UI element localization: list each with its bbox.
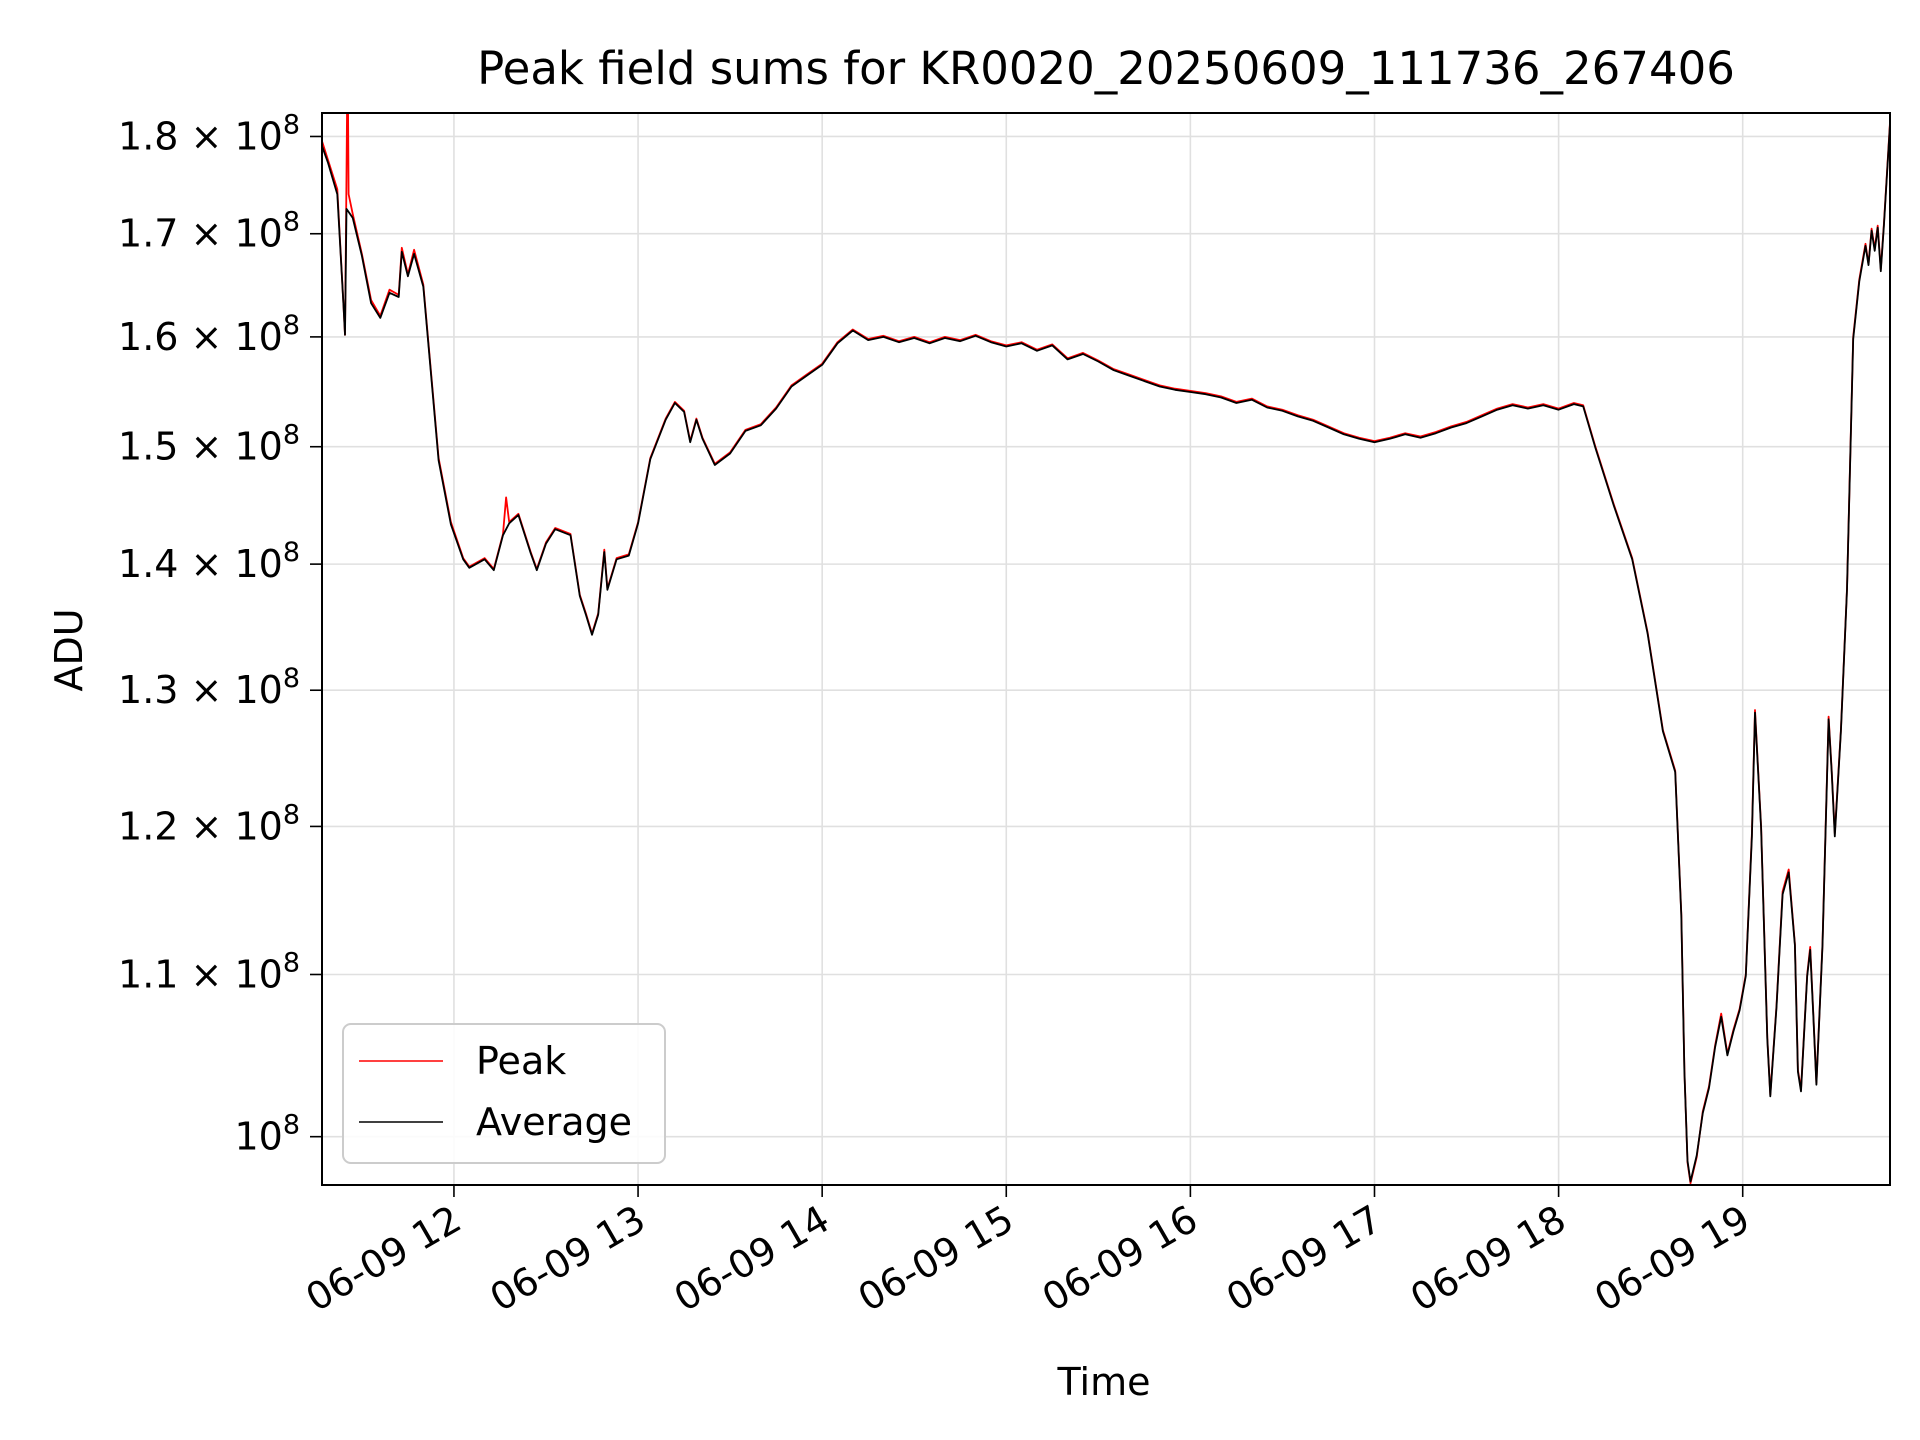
legend-label-peak: Peak xyxy=(476,1039,566,1083)
series-lines xyxy=(322,113,1890,1185)
y-tick-label: 1.2 × 108 xyxy=(118,799,300,848)
legend-label-average: Average xyxy=(476,1100,632,1144)
chart-title: Peak field sums for KR0020_20250609_1117… xyxy=(477,42,1735,95)
y-axis-label: ADU xyxy=(47,608,91,691)
y-tick-label: 1.5 × 108 xyxy=(118,420,300,469)
x-tick-label: 06-09 12 xyxy=(298,1197,468,1321)
x-tick-label: 06-09 17 xyxy=(1219,1197,1389,1321)
x-axis-label: Time xyxy=(1057,1360,1151,1404)
y-tick-label: 1.8 × 108 xyxy=(118,109,300,158)
x-tick-label: 06-09 15 xyxy=(851,1197,1021,1321)
y-tick-label: 1.7 × 108 xyxy=(118,207,300,256)
y-tick-label: 1.6 × 108 xyxy=(118,310,300,359)
plot-frame xyxy=(321,112,1891,1186)
y-tick-label: 1.3 × 108 xyxy=(118,663,300,712)
series-line-average xyxy=(322,124,1890,1183)
y-tick-label: 108 xyxy=(234,1110,300,1159)
x-tick-label: 06-09 14 xyxy=(667,1197,837,1321)
x-tick-label: 06-09 13 xyxy=(483,1197,653,1321)
grid-lines xyxy=(322,113,1890,1185)
x-tick-label: 06-09 19 xyxy=(1587,1197,1757,1321)
y-tick-label: 1.4 × 108 xyxy=(118,537,300,586)
legend-box xyxy=(342,1023,666,1164)
y-tick-label: 1.1 × 108 xyxy=(118,947,300,996)
x-tick-label: 06-09 18 xyxy=(1403,1197,1573,1321)
series-line-peak xyxy=(322,113,1890,1185)
legend: Peak Average xyxy=(342,1023,666,1164)
x-tick-label: 06-09 16 xyxy=(1035,1197,1205,1321)
